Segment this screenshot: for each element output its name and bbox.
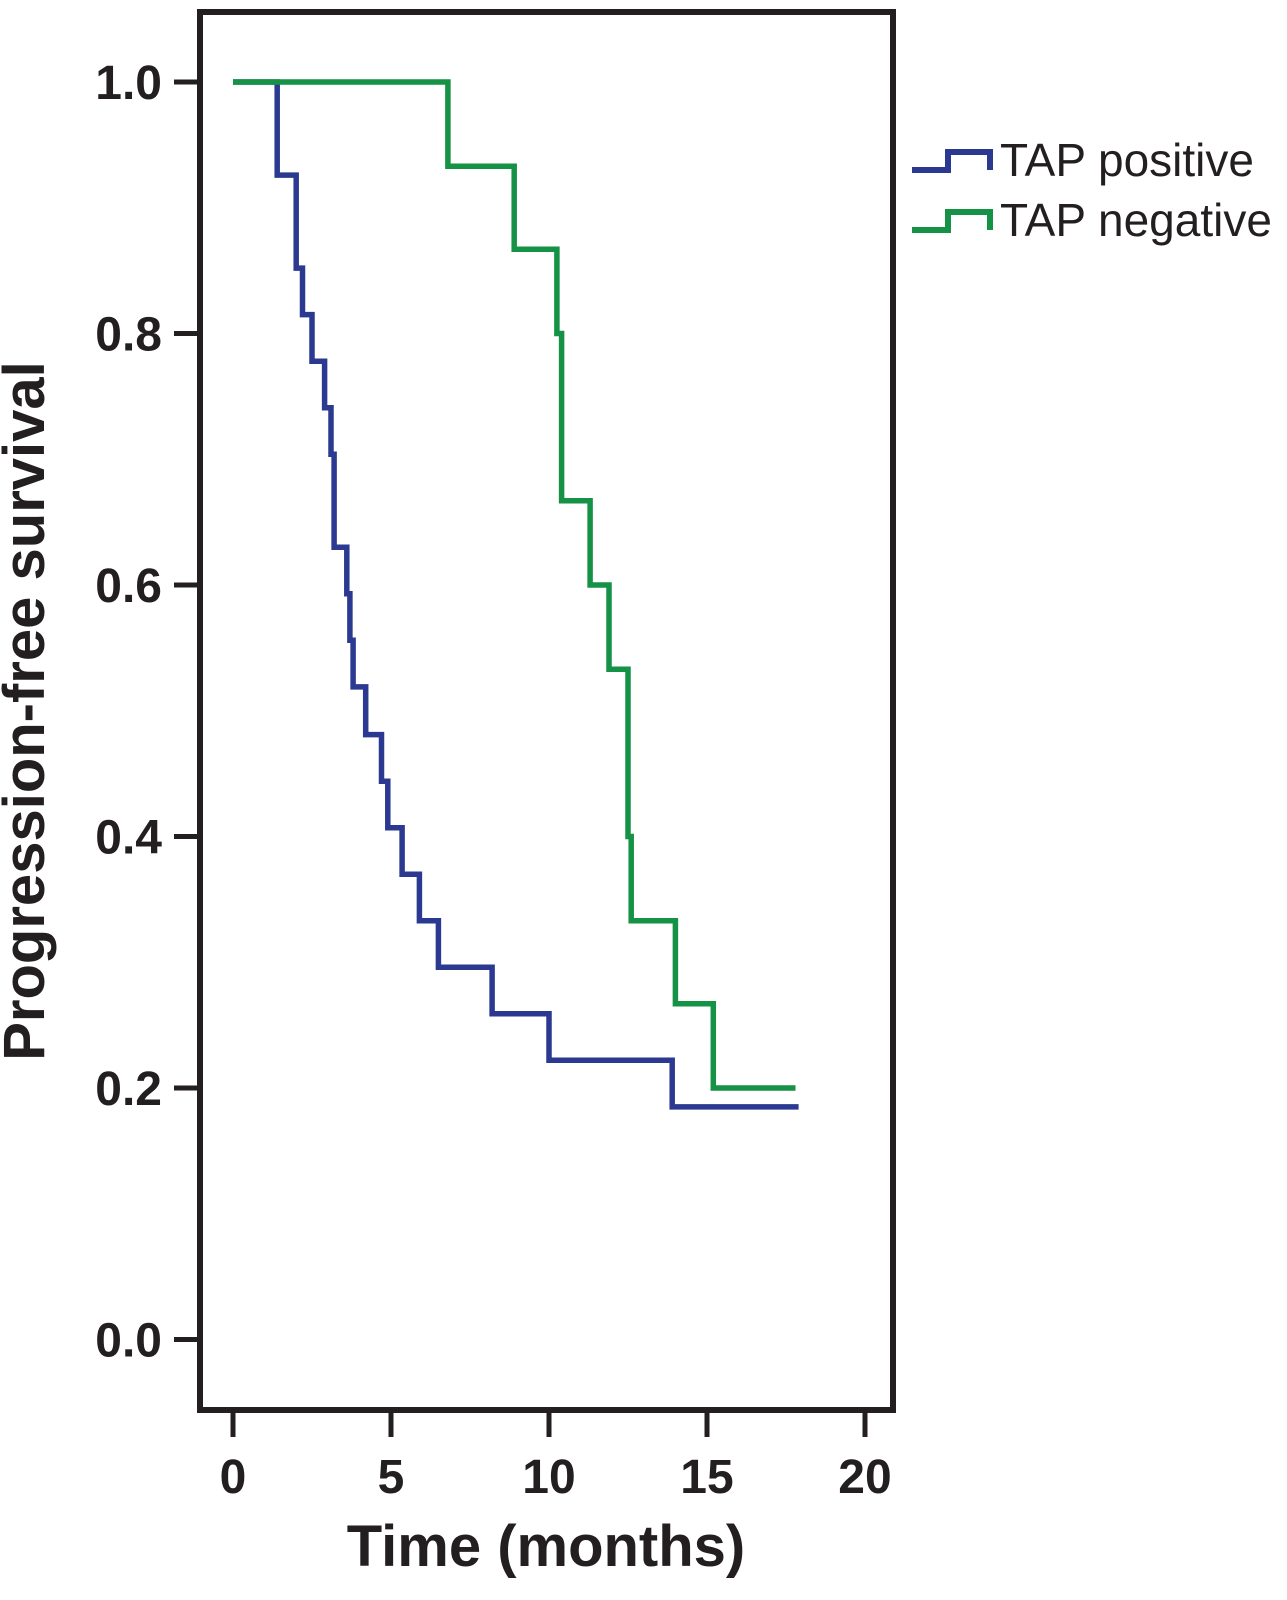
x-tick-label-15: 15 — [680, 1451, 733, 1504]
x-axis-tick-labels: 0 5 10 15 20 — [220, 1451, 892, 1504]
y-axis-ticks — [174, 79, 200, 1342]
y-tick-label-0.2: 0.2 — [95, 1063, 162, 1116]
tap-positive-step-line-icon — [912, 149, 993, 173]
y-tick-label-0.0: 0.0 — [95, 1315, 162, 1368]
x-axis-title: Time (months) — [347, 1514, 746, 1579]
x-tick-label-20: 20 — [838, 1451, 891, 1504]
y-tick-label-0.4: 0.4 — [95, 812, 162, 865]
y-axis-tick-labels: 1.0 0.8 0.6 0.4 0.2 0.0 — [95, 57, 162, 1368]
x-tick-label-5: 5 — [378, 1451, 405, 1504]
legend-item-tap-positive: TAP positive — [912, 134, 1254, 186]
y-axis-title: Progression-free survival — [0, 361, 57, 1061]
plot-border — [197, 9, 896, 1413]
curve-tap-positive — [233, 79, 799, 1110]
x-axis-ticks — [230, 1410, 868, 1437]
x-tick-label-10: 10 — [522, 1451, 575, 1504]
y-tick-label-0.6: 0.6 — [95, 560, 162, 613]
y-tick-label-0.8: 0.8 — [95, 309, 162, 362]
tap-negative-step-line-icon — [912, 209, 993, 233]
legend-item-tap-negative: TAP negative — [912, 194, 1272, 246]
legend: TAP positive TAP negative — [912, 134, 1272, 246]
legend-label-tap-negative: TAP negative — [1000, 194, 1272, 246]
curve-tap-negative — [233, 79, 796, 1091]
x-tick-label-0: 0 — [220, 1451, 247, 1504]
y-tick-label-1.0: 1.0 — [95, 57, 162, 110]
legend-label-tap-positive: TAP positive — [1000, 134, 1254, 186]
